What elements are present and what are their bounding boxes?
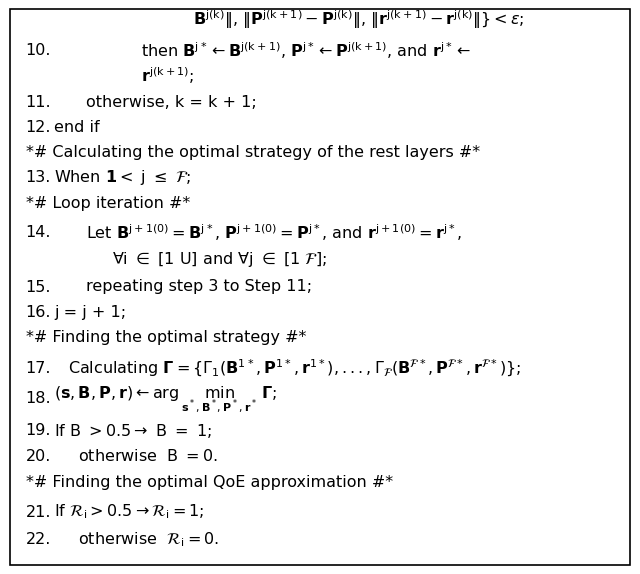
Text: repeating step 3 to Step 11;: repeating step 3 to Step 11;	[86, 280, 312, 294]
Text: 15.: 15.	[26, 280, 51, 294]
Text: $\forall$i $\in$ [1 U] and $\forall$j $\in$ [1 $\mathcal{F}$];: $\forall$i $\in$ [1 U] and $\forall$j $\…	[112, 250, 327, 269]
Text: 10.: 10.	[26, 43, 51, 58]
Text: $\mathbf{B}^{\mathrm{j(k)}}\|$, $\|\mathbf{P}^{\mathrm{j(k+1)}} - \mathbf{P}^{\m: $\mathbf{B}^{\mathrm{j(k)}}\|$, $\|\math…	[193, 9, 524, 32]
Text: $\mathbf{r}^{\mathrm{j(k+1)}}$;: $\mathbf{r}^{\mathrm{j(k+1)}}$;	[141, 65, 194, 86]
Text: 19.: 19.	[26, 423, 51, 438]
Text: *# Finding the optimal QoE approximation #*: *# Finding the optimal QoE approximation…	[26, 475, 393, 490]
Text: 12.: 12.	[26, 120, 51, 135]
Text: otherwise  B $= 0$.: otherwise B $= 0$.	[78, 448, 218, 464]
Text: 17.: 17.	[26, 361, 51, 376]
Text: 11.: 11.	[26, 95, 51, 110]
Text: If B $> 0.5 \rightarrow$ B $=$ 1;: If B $> 0.5 \rightarrow$ B $=$ 1;	[54, 421, 212, 440]
Text: 20.: 20.	[26, 449, 51, 464]
Text: Let $\mathbf{B}^{\mathrm{j+1(0)}} = \mathbf{B}^{\mathrm{j*}}$, $\mathbf{P}^{\mat: Let $\mathbf{B}^{\mathrm{j+1(0)}} = \mat…	[86, 222, 463, 243]
Text: end if: end if	[54, 120, 100, 135]
Text: then $\mathbf{B}^{\mathrm{j*}} \leftarrow \mathbf{B}^{\mathrm{j(k+1)}}$, $\mathb: then $\mathbf{B}^{\mathrm{j*}} \leftarro…	[141, 40, 471, 61]
Text: otherwise  $\mathcal{R}_{\mathrm{i}} = 0$.: otherwise $\mathcal{R}_{\mathrm{i}} = 0$…	[78, 530, 219, 549]
Text: When $\mathbf{1} < $ j $\leq$ $\mathcal{F}$;: When $\mathbf{1} < $ j $\leq$ $\mathcal{…	[54, 168, 191, 188]
Text: *# Finding the optimal strategy #*: *# Finding the optimal strategy #*	[26, 330, 306, 345]
Text: 14.: 14.	[26, 225, 51, 240]
Text: If $\mathcal{R}_{\mathrm{i}} > 0.5 \rightarrow \mathcal{R}_{\mathrm{i}} = 1$;: If $\mathcal{R}_{\mathrm{i}} > 0.5 \righ…	[54, 503, 205, 521]
Text: 16.: 16.	[26, 305, 51, 320]
Text: 22.: 22.	[26, 532, 51, 547]
Text: *# Loop iteration #*: *# Loop iteration #*	[26, 196, 190, 211]
Text: Calculating $\boldsymbol{\Gamma} = \{\Gamma_1(\mathbf{B}^{1*}, \mathbf{P}^{1*}, : Calculating $\boldsymbol{\Gamma} = \{\Ga…	[68, 358, 522, 379]
Text: j = j + 1;: j = j + 1;	[54, 305, 127, 320]
Text: *# Calculating the optimal strategy of the rest layers #*: *# Calculating the optimal strategy of t…	[26, 145, 480, 160]
Text: 13.: 13.	[26, 170, 51, 185]
Text: 18.: 18.	[26, 391, 51, 406]
Text: 21.: 21.	[26, 505, 51, 519]
Text: otherwise, k = k + 1;: otherwise, k = k + 1;	[86, 95, 257, 110]
Text: $(\mathbf{s}, \mathbf{B}, \mathbf{P}, \mathbf{r}) \leftarrow \arg\underset{\math: $(\mathbf{s}, \mathbf{B}, \mathbf{P}, \m…	[54, 384, 277, 414]
